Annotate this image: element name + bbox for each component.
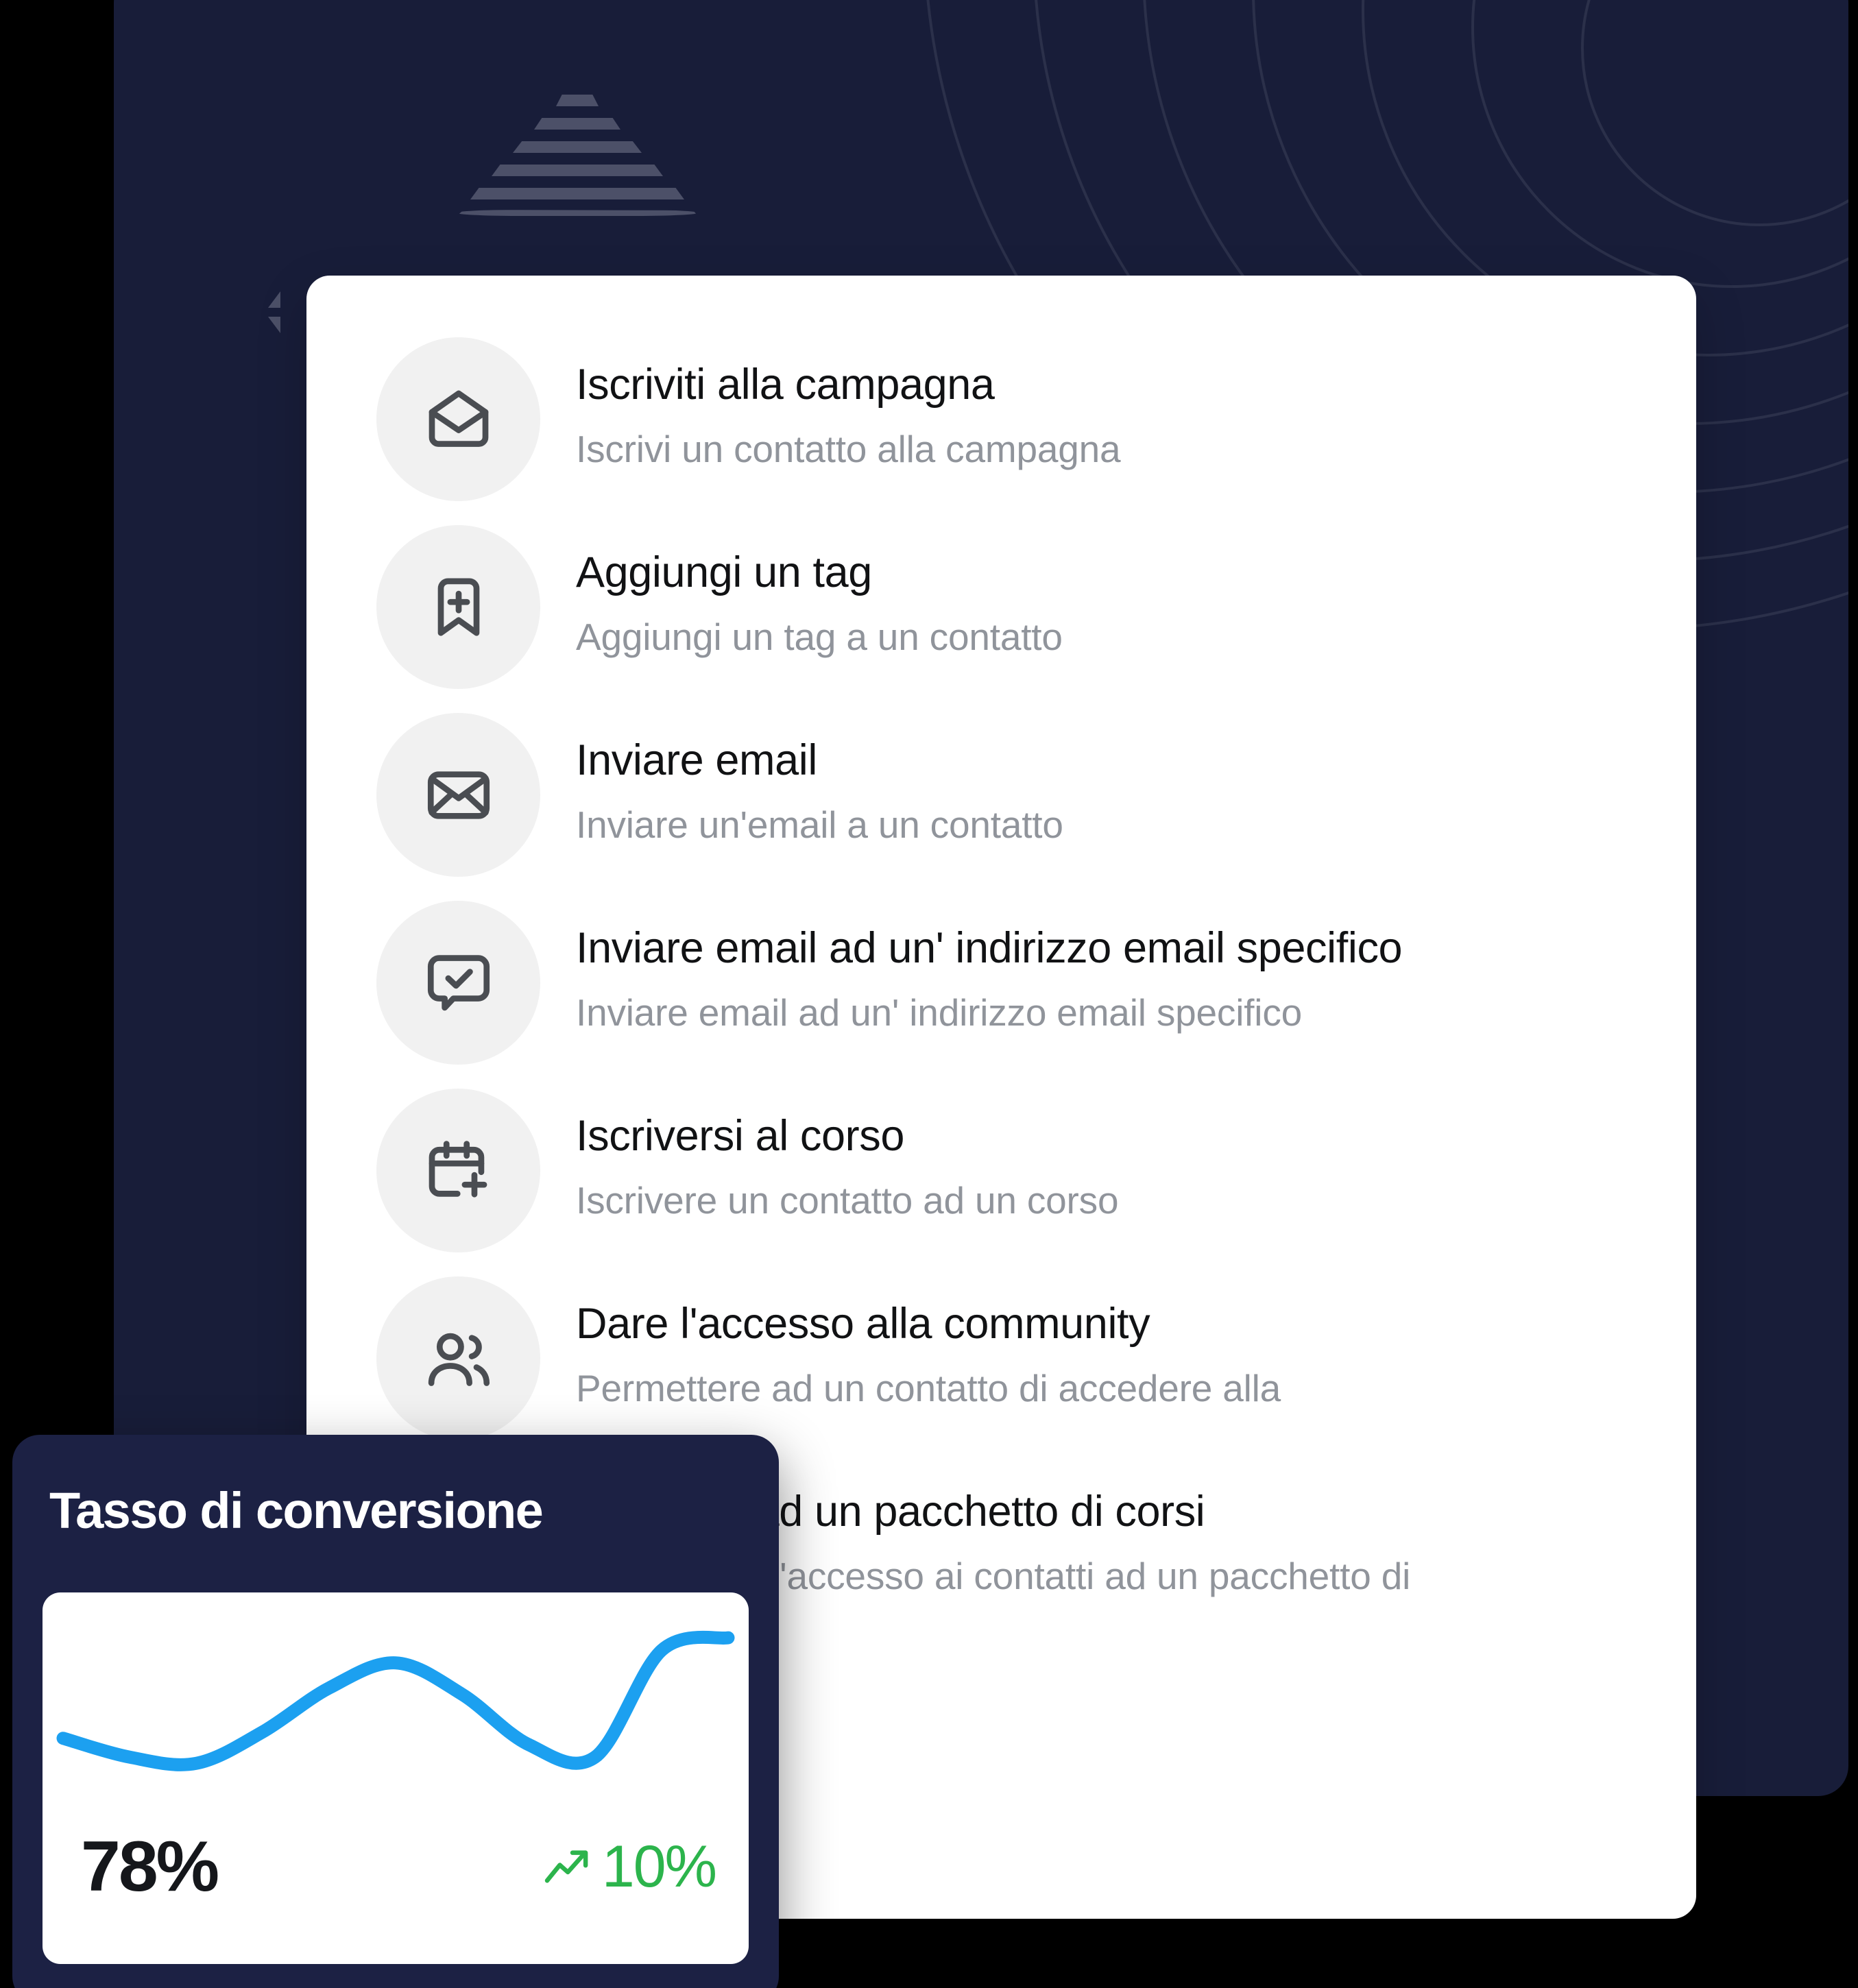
conversion-rate-delta-text: 10% (601, 1834, 717, 1900)
list-item[interactable]: Aggiungi un tag Aggiungi un tag a un con… (306, 522, 1696, 710)
calendar-plus-icon (376, 1089, 540, 1252)
conversion-rate-title: Tasso di conversione (49, 1482, 544, 1539)
list-item-title: Iscriviti alla campagna (576, 361, 995, 409)
sparkline-chart (56, 1630, 735, 1771)
list-item-title: Inviare email ad un' indirizzo email spe… (576, 924, 1403, 972)
pyramid-layer-4 (492, 165, 663, 176)
pyramid-layer-1 (556, 95, 599, 106)
pyramid-logo-icon (433, 75, 721, 223)
trending-up-icon (544, 1850, 588, 1883)
list-item-text: Dare l'accesso alla community Permettere… (540, 1274, 1281, 1411)
list-item-title: Inviare email (576, 736, 817, 784)
open-envelope-icon (376, 337, 540, 501)
conversion-rate-card: Tasso di conversione 78% 10% (12, 1435, 779, 1988)
list-item-text: Iscriversi al corso Iscrivere un contatt… (540, 1086, 1119, 1223)
chat-check-icon (376, 901, 540, 1065)
list-item[interactable]: Inviare email ad un' indirizzo email spe… (306, 898, 1696, 1086)
decorative-ring-1 (1581, 0, 1848, 226)
list-item[interactable]: Iscriviti alla campagna Iscrivi un conta… (306, 335, 1696, 522)
pyramid-layer-5 (470, 188, 684, 199)
conversion-rate-delta: 10% (542, 1834, 717, 1900)
list-item-subtitle: Inviare un'email a un contatto (576, 803, 1063, 847)
list-item-title: Aggiungi un tag (576, 548, 872, 596)
list-item-text: Inviare email Inviare un'email a un cont… (540, 710, 1063, 847)
bookmark-plus-icon (376, 525, 540, 689)
list-item-subtitle: Aggiungi un tag a un contatto (576, 616, 1063, 659)
list-item-title: Dare l'accesso alla community (576, 1300, 1150, 1348)
decorative-triangle-up-icon (268, 291, 280, 308)
list-item-title: Iscriversi al corso (576, 1112, 904, 1160)
list-item[interactable]: Dare l'accesso alla community Permettere… (306, 1274, 1696, 1462)
list-item-text: Aggiungi un tag Aggiungi un tag a un con… (540, 522, 1063, 659)
list-item-subtitle: Inviare email ad un' indirizzo email spe… (576, 991, 1303, 1034)
pyramid-layer-3 (513, 141, 642, 153)
list-item-subtitle: Iscrivere un contatto ad un corso (576, 1179, 1119, 1222)
list-item-subtitle: Iscrivi un contatto alla campagna (576, 428, 1121, 471)
conversion-chart-panel: 78% 10% (43, 1592, 749, 1964)
decorative-triangle-down-icon (268, 317, 280, 333)
sparkline-path (56, 1630, 735, 1771)
users-icon (376, 1276, 540, 1440)
decorative-ring-2 (1471, 0, 1848, 288)
list-item[interactable]: Inviare email Inviare un'email a un cont… (306, 710, 1696, 898)
conversion-metrics-row: 78% 10% (43, 1798, 749, 1935)
list-item-text: Iscriviti alla campagna Iscrivi un conta… (540, 335, 1121, 472)
pyramid-layer-6 (457, 210, 698, 216)
action-list: Iscriviti alla campagna Iscrivi un conta… (306, 276, 1696, 1649)
envelope-icon (376, 713, 540, 877)
list-item-text: Inviare email ad un' indirizzo email spe… (540, 898, 1403, 1035)
pyramid-layer-2 (534, 118, 620, 130)
list-item[interactable]: Iscriversi al corso Iscrivere un contatt… (306, 1086, 1696, 1274)
list-item-subtitle: Permettere ad un contatto di accedere al… (576, 1367, 1281, 1410)
action-list-card: Iscriviti alla campagna Iscrivi un conta… (306, 276, 1696, 1919)
conversion-rate-value: 78% (81, 1827, 219, 1906)
